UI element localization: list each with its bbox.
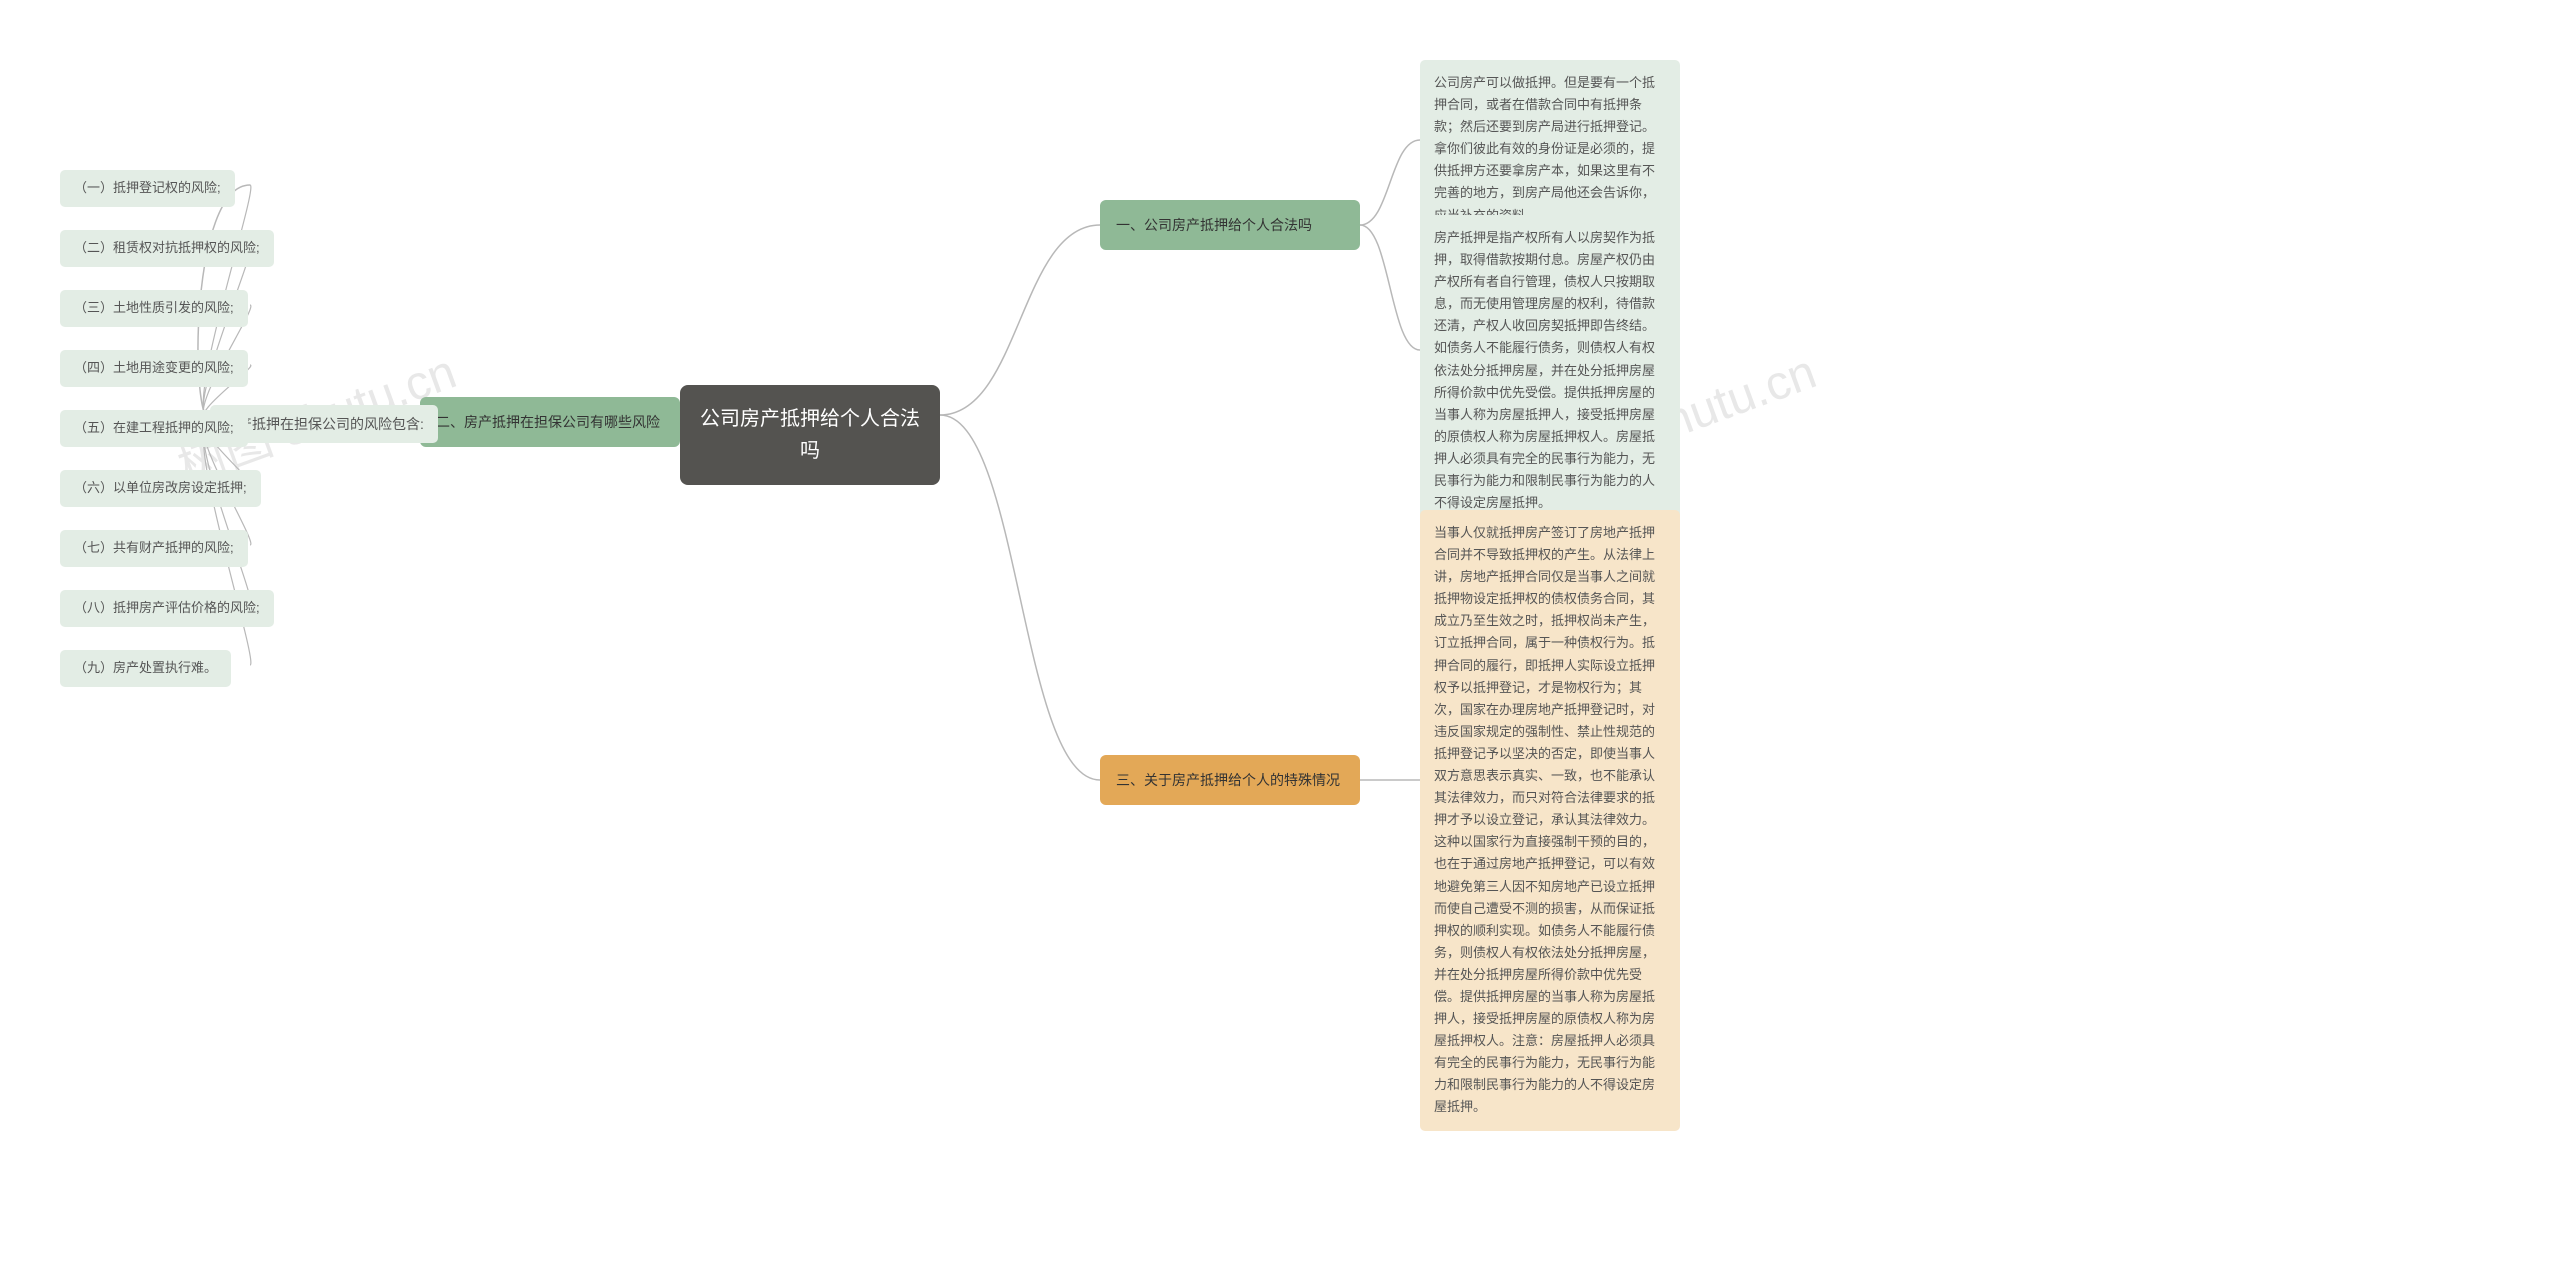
- leaf-1: （一）抵押登记权的风险;: [60, 170, 235, 207]
- branch-3-detail: 当事人仅就抵押房产签订了房地产抵押合同并不导致抵押权的产生。从法律上讲，房地产抵…: [1420, 510, 1680, 1131]
- leaf-9: （九）房产处置执行难。: [60, 650, 231, 687]
- connectors-svg: [0, 0, 2560, 1275]
- leaf-3: （三）土地性质引发的风险;: [60, 290, 248, 327]
- leaf-8: （八）抵押房产评估价格的风险;: [60, 590, 274, 627]
- branch-1-detail-a: 公司房产可以做抵押。但是要有一个抵押合同，或者在借款合同中有抵押条款；然后还要到…: [1420, 60, 1680, 239]
- leaf-6: （六）以单位房改房设定抵押;: [60, 470, 261, 507]
- root-node: 公司房产抵押给个人合法吗: [680, 385, 940, 485]
- branch-3: 三、关于房产抵押给个人的特殊情况: [1100, 755, 1360, 805]
- branch-1-detail-b: 房产抵押是指产权所有人以房契作为抵押，取得借款按期付息。房屋产权仍由产权所有者自…: [1420, 215, 1680, 526]
- branch-2: 二、房产抵押在担保公司有哪些风险: [420, 397, 680, 447]
- leaf-2: （二）租赁权对抗抵押权的风险;: [60, 230, 274, 267]
- leaf-5: （五）在建工程抵押的风险;: [60, 410, 248, 447]
- branch-1: 一、公司房产抵押给个人合法吗: [1100, 200, 1360, 250]
- leaf-7: （七）共有财产抵押的风险;: [60, 530, 248, 567]
- leaf-4: （四）土地用途变更的风险;: [60, 350, 248, 387]
